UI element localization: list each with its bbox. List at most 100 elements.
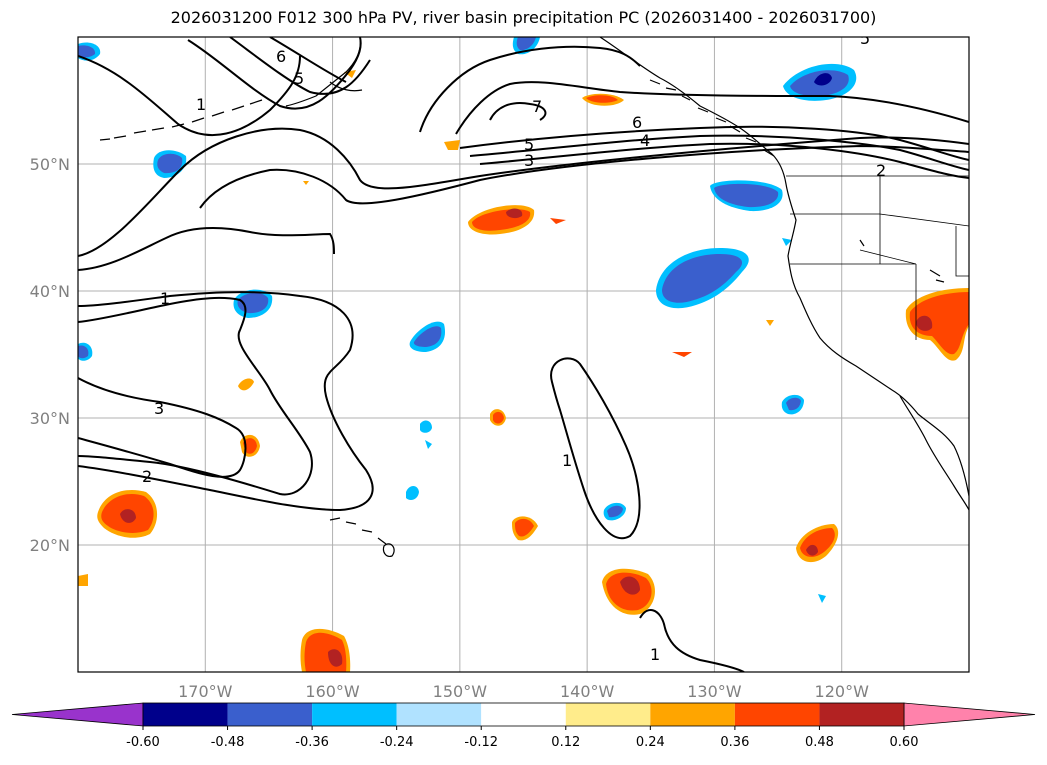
contour-label: 1 (160, 289, 170, 308)
latitude-label: 30°N (30, 409, 70, 428)
precip-positive-core (243, 438, 257, 454)
colorbar-bin (565, 703, 651, 726)
longitude-label: 120°W (815, 682, 870, 701)
colorbar-tick-label: -0.60 (126, 735, 160, 750)
precip-positive-region (672, 352, 692, 357)
precip-negative-region (420, 420, 432, 433)
pv-contour (479, 142, 969, 179)
latitude-label: 20°N (30, 536, 70, 555)
hawaiian-islands (329, 517, 395, 557)
precip-negative-region (406, 486, 419, 500)
precip-negative-region (425, 440, 432, 449)
colorbar-tick-label: -0.36 (295, 735, 329, 750)
precip-positive-region (550, 218, 566, 224)
precip-negative-core (714, 183, 779, 208)
colorbar-bin (227, 703, 313, 726)
precip-negative-core (786, 397, 801, 411)
colorbar-bin (650, 703, 735, 726)
latitude-label: 40°N (30, 282, 70, 301)
precip-negative-core (78, 345, 89, 359)
pv-contour (550, 357, 641, 539)
contour-label: 1 (562, 451, 572, 470)
precip-positive-core (515, 518, 534, 537)
pv-contour (78, 127, 969, 257)
precip-positive-region (766, 320, 774, 326)
colorbar-tick-label: -0.24 (380, 735, 414, 750)
contour-label: 2 (876, 161, 886, 180)
north-america-coastline (599, 37, 969, 497)
colorbar-extend-under (11, 702, 144, 727)
pv-contour (639, 609, 745, 672)
colorbar-bin (396, 703, 482, 726)
precip-positive-peak (328, 649, 343, 667)
contour-label: 3 (524, 151, 534, 170)
map-frame (77, 36, 970, 673)
precip-negative-core (516, 37, 536, 51)
colorbar-bin (819, 703, 904, 726)
contour-label: 3 (154, 399, 164, 418)
colorbar-tick-label: 0.24 (636, 735, 665, 750)
precip-negative-core (607, 505, 623, 518)
colorbar-tick-label: 0.36 (720, 735, 749, 750)
pv-contour (78, 377, 247, 478)
state-borders (790, 176, 969, 340)
pv-contour (78, 55, 301, 137)
contour-label: 6 (632, 113, 642, 132)
latitude-labels: 20°N 30°N 40°N 50°N (30, 155, 70, 555)
precip-negative-core (662, 254, 743, 303)
pv-contour (199, 144, 969, 209)
colorbar-frame (142, 702, 905, 727)
colorbar-tick-label: 0.48 (805, 735, 834, 750)
precip-negative-peak (814, 73, 832, 86)
pv-contour (78, 227, 335, 271)
colorbar-tick-label: -0.12 (464, 735, 498, 750)
precip-positive-core (586, 95, 618, 103)
map-title: 2026031200 F012 300 hPa PV, river basin … (170, 8, 877, 27)
contour-label: 1 (196, 95, 206, 114)
precip-positive-region (444, 140, 460, 150)
pv-contour (269, 37, 347, 83)
pv-contour (489, 102, 547, 121)
precip-negative-core (413, 326, 442, 347)
contour-label: 5 (524, 135, 534, 154)
colorbar: -0.60 -0.48 -0.36 -0.24 -0.12 0.12 0.24 0.36 0.4… (11, 702, 1036, 750)
precip-positive-region (344, 70, 356, 78)
colorbar-bin (143, 703, 228, 726)
precip-positive-core (909, 292, 969, 355)
colorbar-bin (312, 703, 397, 726)
colorbar-tick-label: 0.60 (890, 735, 919, 750)
coastlines (99, 37, 969, 557)
pv-contour (459, 125, 969, 161)
longitude-label: 170°W (178, 682, 233, 701)
precip-positive-core (493, 411, 504, 424)
aleutian-islands (99, 99, 263, 141)
coastal-islands (649, 79, 945, 283)
precip-positive-peak (806, 544, 818, 556)
pv-contour (187, 37, 362, 110)
contour-label: 7 (532, 97, 542, 116)
pv-contour (419, 45, 641, 133)
precip-positive-region (303, 181, 309, 185)
precip-positive-peak (506, 208, 523, 219)
contour-label: 4 (640, 131, 650, 150)
colorbar-extend-over (903, 702, 1036, 727)
contour-labels: 6 5 1 7 6 5 4 3 2 1 3 2 1 1 5 (142, 29, 886, 664)
pv-contour (229, 37, 371, 95)
contour-label: 5 (860, 29, 870, 48)
pv-contours (78, 37, 969, 672)
precip-positive-peak (916, 315, 933, 331)
precip-positive-region (238, 378, 254, 391)
contour-label: 1 (650, 645, 660, 664)
contour-label: 6 (276, 47, 286, 66)
pv-contour (469, 134, 969, 171)
colorbar-bin (734, 703, 820, 726)
map-panel (78, 37, 969, 672)
longitude-label: 130°W (687, 682, 742, 701)
precip-positive-peak (120, 509, 136, 523)
precip-negative-core (157, 153, 183, 174)
contour-label: 5 (294, 69, 304, 88)
longitude-labels: 170°W 160°W 150°W 140°W 130°W 120°W (178, 682, 869, 701)
precip-positive-peak (620, 576, 640, 595)
precip-negative-region (782, 238, 792, 246)
